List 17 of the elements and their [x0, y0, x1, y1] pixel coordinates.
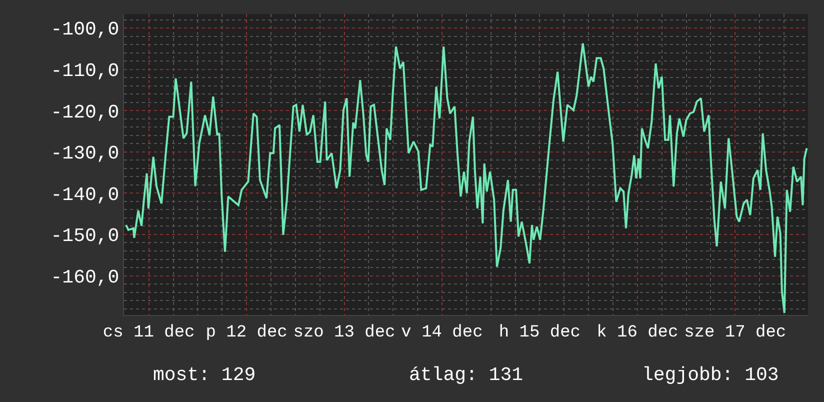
x-tick-label: cs 11 dec [102, 323, 195, 342]
x-tick-label: v 14 dec [401, 323, 483, 342]
x-tick-label: sze 17 dec [684, 323, 786, 342]
y-tick-label: -120,0 [50, 101, 120, 124]
x-tick-label: k 16 dec [596, 323, 678, 342]
y-tick-label: -130,0 [50, 142, 120, 165]
text: most: 129 [153, 364, 256, 386]
y-tick-label: -100,0 [50, 18, 120, 41]
y-tick-label: -110,0 [50, 60, 120, 82]
x-tick-label: szo 13 dec [293, 323, 396, 342]
x-tick-label: p 12 dec [206, 323, 288, 342]
x-tick-label: h 15 dec [498, 323, 581, 342]
y-tick-label: -160,0 [50, 266, 120, 288]
text: átlag: 131 [409, 364, 524, 386]
text: legjobb: 103 [642, 364, 779, 386]
y-tick-label: -140,0 [50, 184, 120, 206]
y-tick-label: -150,0 [50, 225, 120, 248]
